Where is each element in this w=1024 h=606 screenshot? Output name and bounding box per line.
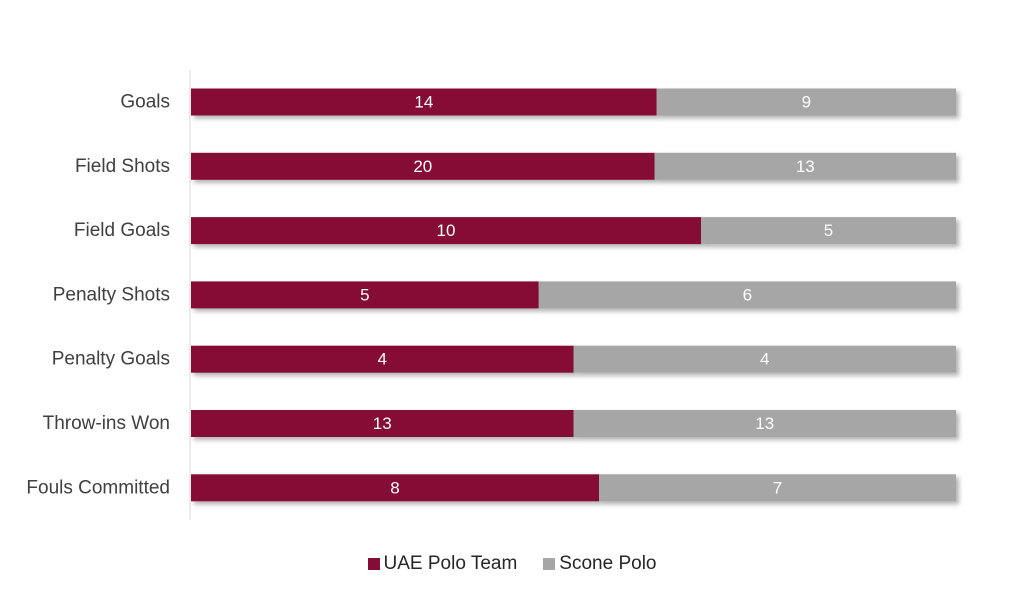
- bar-scone-polo-penalty-shots: [538, 281, 956, 309]
- category-label-field-goals: Field Goals: [74, 220, 170, 241]
- data-label-scone-polo-fouls-committed: 7: [773, 478, 782, 497]
- legend: UAE Polo Team Scone Polo: [0, 553, 1024, 575]
- bar-uae-polo-team-field-shots: [191, 152, 655, 180]
- legend-item-uae-polo-team: UAE Polo Team: [367, 553, 518, 575]
- bar-uae-polo-team-penalty-goals: [191, 345, 574, 373]
- bar-scone-polo-penalty-goals: [573, 345, 956, 373]
- category-label-penalty-goals: Penalty Goals: [52, 349, 170, 370]
- data-label-scone-polo-goals: 9: [802, 93, 811, 112]
- data-label-uae-polo-team-fouls-committed: 8: [390, 478, 399, 497]
- bar-uae-polo-team-field-goals: [191, 217, 701, 245]
- data-label-uae-polo-team-penalty-shots: 5: [360, 285, 369, 304]
- data-label-scone-polo-throw-ins-won: 13: [755, 414, 774, 433]
- legend-label-uae-polo-team: UAE Polo Team: [383, 553, 518, 574]
- category-label-field-shots: Field Shots: [75, 156, 170, 177]
- category-label-penalty-shots: Penalty Shots: [53, 284, 170, 305]
- bar-scone-polo-goals: [656, 88, 956, 116]
- data-label-scone-polo-field-shots: 13: [796, 157, 815, 176]
- data-label-uae-polo-team-field-goals: 10: [437, 221, 456, 240]
- data-label-scone-polo-field-goals: 5: [824, 221, 833, 240]
- data-label-scone-polo-penalty-shots: 6: [743, 285, 752, 304]
- legend-label-scone-polo: Scone Polo: [559, 553, 657, 574]
- labels-layer: Goals 14 9 Field Shots 20 13 Field Goals 10 5 Pen…: [26, 92, 833, 499]
- data-label-uae-polo-team-goals: 14: [414, 93, 433, 112]
- bar-uae-polo-team-penalty-shots: [191, 281, 539, 309]
- category-label-throw-ins-won: Throw-ins Won: [43, 413, 170, 434]
- bar-uae-polo-team-fouls-committed: [191, 474, 599, 502]
- category-label-goals: Goals: [120, 92, 170, 113]
- legend-item-scone-polo: Scone Polo: [543, 553, 656, 575]
- data-label-uae-polo-team-field-shots: 20: [413, 157, 432, 176]
- legend-swatch-uae-polo-team: [367, 558, 380, 570]
- stacked-bar-chart: Goals 14 9 Field Shots 20 13 Field Goals 10 5 Pen…: [26, 70, 956, 520]
- data-label-uae-polo-team-throw-ins-won: 13: [373, 414, 392, 433]
- bar-uae-polo-team-goals: [191, 88, 657, 116]
- data-label-uae-polo-team-penalty-goals: 4: [378, 350, 387, 369]
- legend-swatch-scone-polo: [543, 558, 556, 570]
- bar-scone-polo-throw-ins-won: [573, 410, 956, 437]
- bars-layer: [191, 88, 956, 502]
- bar-scone-polo-field-shots: [654, 152, 956, 180]
- bar-scone-polo-fouls-committed: [599, 474, 956, 502]
- bar-scone-polo-field-goals: [701, 217, 956, 245]
- category-label-fouls-committed: Fouls Committed: [26, 477, 170, 498]
- data-label-scone-polo-penalty-goals: 4: [760, 350, 769, 369]
- bar-uae-polo-team-throw-ins-won: [191, 410, 574, 437]
